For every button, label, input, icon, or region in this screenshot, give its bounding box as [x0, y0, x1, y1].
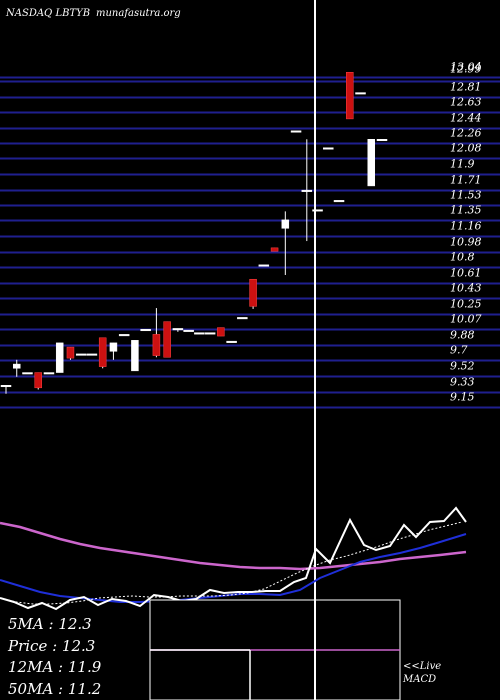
ma50-stat: 50MA : 11.2: [8, 679, 102, 698]
y-tick-label: 11.16: [450, 220, 482, 233]
candle-body: [367, 139, 376, 187]
y-tick-label: 10.98: [450, 236, 482, 249]
candle-body: [0, 385, 12, 388]
site-name: munafasutra.org: [96, 8, 181, 19]
y-tick-label: 10.43: [450, 282, 482, 295]
y-tick-label: 9.88: [450, 329, 475, 342]
candle-body: [172, 328, 184, 331]
candle-body: [43, 372, 55, 375]
candle-body: [140, 329, 151, 332]
candle-body: [55, 342, 64, 373]
candle-body: [34, 372, 42, 389]
moving-averages: [0, 506, 467, 611]
candle-body: [118, 334, 130, 337]
y-tick-label: 12.99: [450, 63, 482, 76]
y-tick-label: 13.04: [450, 61, 482, 74]
y-tick-label: 10.8: [450, 251, 475, 264]
live-label: <<Live: [403, 661, 442, 672]
candle-body: [226, 340, 237, 343]
candle-body: [163, 321, 171, 358]
price-line: [0, 506, 467, 611]
candle-body: [131, 340, 139, 372]
candle-body: [75, 353, 87, 356]
y-tick-label: 11.71: [450, 174, 482, 187]
y-tick-label: 12.26: [450, 127, 482, 140]
candle-body: [22, 372, 33, 375]
candle-body: [194, 332, 205, 335]
chart-title: NASDAQ LBTYB: [5, 8, 90, 19]
candle-body: [12, 363, 21, 369]
candle-body: [333, 200, 345, 203]
candles: [0, 0, 388, 700]
candle-body: [66, 346, 75, 359]
y-tick-label: 11.9: [450, 158, 475, 171]
y-tick-label: 11.35: [450, 204, 482, 217]
candle-body: [183, 329, 194, 332]
stats-panel: 5MA : 12.3 Price : 12.3 12MA : 11.9 50MA…: [8, 614, 101, 700]
macd-legend: <<Live MACD: [403, 660, 441, 686]
y-tick-label: 12.81: [450, 81, 482, 94]
ma5-stat: 5MA : 12.3: [8, 615, 92, 633]
candle-body: [281, 219, 290, 229]
ma12-stat: 12MA : 11.9: [8, 658, 102, 676]
y-tick-label: 12.63: [450, 96, 482, 109]
y-tick-label: 9.7: [450, 344, 468, 357]
y-tick-label: 10.61: [450, 267, 482, 280]
y-tick-label: 9.52: [450, 360, 475, 373]
macd-frame: [149, 599, 401, 700]
candle-body: [346, 71, 354, 120]
candle-body: [237, 317, 248, 320]
macd-label: MACD: [403, 674, 437, 685]
ma50-line: [0, 521, 467, 571]
y-tick-label: 11.53: [450, 189, 482, 202]
candle-body: [290, 130, 302, 133]
y-tick-label: 12.08: [450, 142, 482, 155]
candle-body: [86, 353, 98, 356]
candle-body: [323, 147, 334, 150]
candle-body: [270, 247, 279, 252]
candle-body: [109, 342, 118, 352]
y-tick-label: 9.33: [450, 376, 475, 389]
y-tick-label: 10.25: [450, 298, 482, 311]
y-tick-label: 12.44: [450, 112, 482, 125]
candle-body: [301, 189, 313, 192]
candle-body: [152, 334, 161, 356]
y-tick-label: 9.15: [450, 391, 475, 404]
candle-body: [376, 139, 388, 142]
candle-body: [217, 327, 225, 337]
candle-body: [355, 92, 366, 95]
price-stat: Price : 12.3: [8, 636, 96, 655]
candle-body: [98, 337, 107, 367]
candle-body: [258, 264, 270, 267]
candle-body: [204, 332, 216, 335]
ma5-line: [0, 521, 463, 605]
y-tick-label: 10.07: [450, 313, 482, 326]
candle-body: [312, 209, 323, 212]
candle-body: [249, 278, 257, 307]
